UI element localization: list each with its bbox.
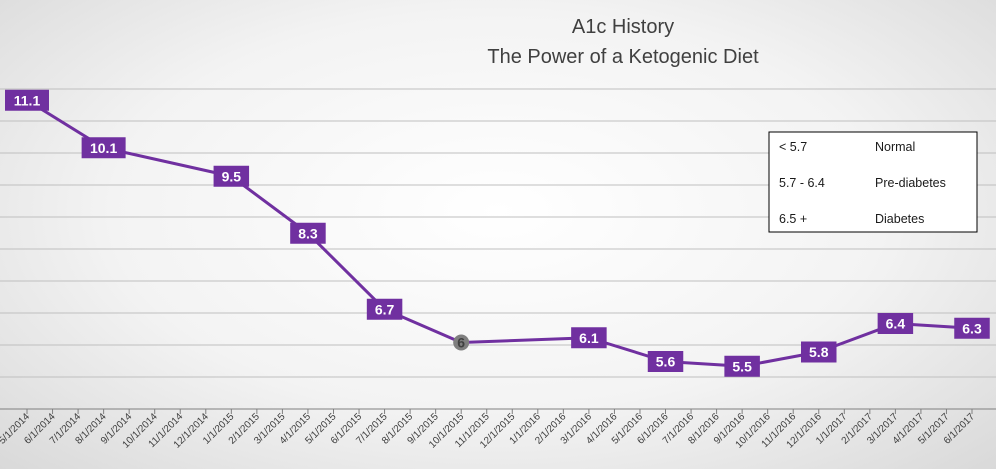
data-label-box	[954, 317, 990, 339]
data-label: 5.8	[809, 344, 829, 360]
data-label: 5.5	[732, 358, 752, 374]
data-label: 6.4	[886, 316, 906, 332]
x-axis: 5/1/20146/1/20147/1/20148/1/20149/1/2014…	[0, 408, 996, 451]
legend-range-normal: < 5.7	[779, 140, 807, 154]
legend-range-diabetes: 6.5 +	[779, 212, 807, 226]
legend: < 5.7 Normal 5.7 - 6.4 Pre-diabetes 6.5 …	[768, 131, 978, 233]
legend-label-diabetes: Diabetes	[875, 212, 924, 226]
gridlines	[0, 88, 996, 378]
data-label-box	[366, 298, 403, 320]
data-label: 6	[457, 335, 465, 351]
data-label: 11.1	[14, 92, 41, 108]
data-label: 6.7	[375, 301, 395, 317]
data-label-box	[5, 89, 49, 111]
data-label: 10.1	[90, 140, 117, 156]
legend-range-prediabetes: 5.7 - 6.4	[779, 176, 825, 190]
legend-label-prediabetes: Pre-diabetes	[875, 176, 946, 190]
data-label-box	[877, 313, 914, 334]
data-label-box	[213, 165, 250, 187]
data-label-box	[571, 327, 607, 349]
data-label-box	[801, 341, 837, 363]
data-label: 6.3	[962, 320, 982, 336]
legend-label-normal: Normal	[875, 140, 915, 154]
data-label: 9.5	[222, 168, 242, 184]
data-label-box	[647, 351, 684, 372]
data-label: 8.3	[298, 225, 318, 241]
data-labels: 11.1 10.1 9.5 8.3 6.7 6 6.1 5.6 5.5 5.8 6.4 6.3	[5, 89, 990, 377]
data-label-box	[290, 222, 326, 244]
legend-box	[768, 131, 978, 233]
data-label: 6.1	[579, 330, 599, 346]
data-point-marker	[453, 334, 470, 351]
data-label-box	[81, 137, 126, 159]
data-label-box	[724, 355, 760, 377]
chart-title: A1c History	[572, 16, 674, 38]
chart-subtitle: The Power of a Ketogenic Diet	[487, 46, 759, 68]
data-label: 5.6	[656, 354, 676, 370]
